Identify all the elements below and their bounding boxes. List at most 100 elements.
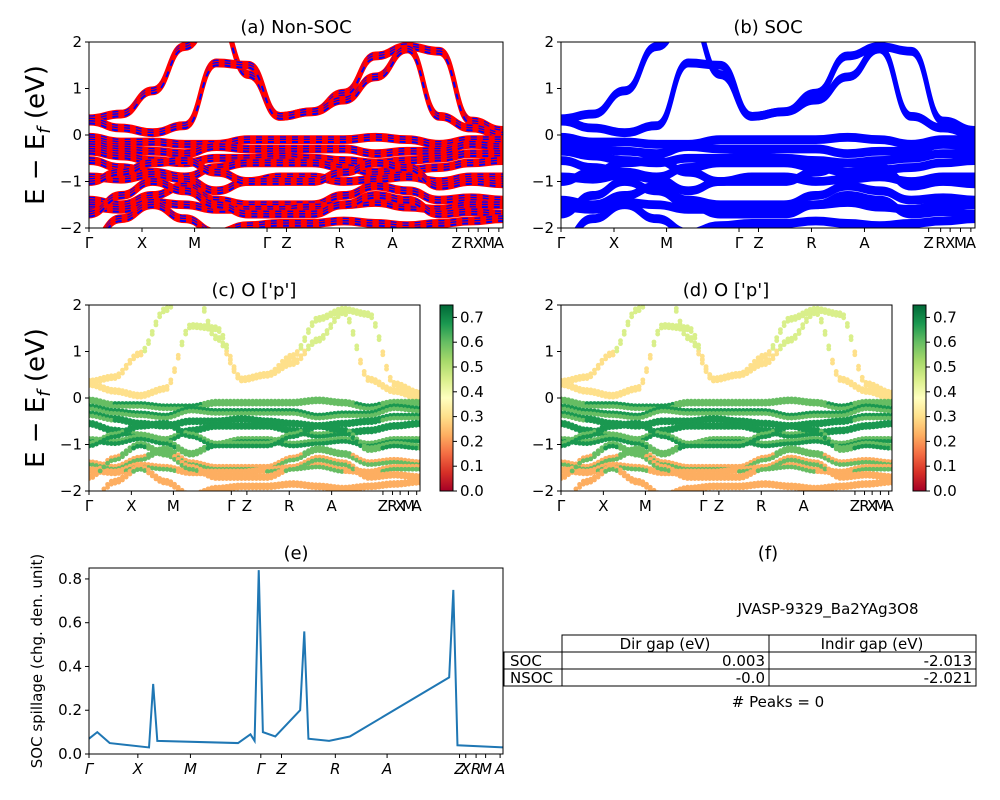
projection-point — [399, 415, 404, 421]
projection-point — [97, 385, 103, 391]
projection-point — [257, 425, 263, 430]
panel-c-ytick-label: 0 — [72, 389, 82, 407]
projection-point — [302, 413, 308, 418]
projection-point — [205, 402, 211, 408]
projection-point — [120, 477, 125, 483]
band-line-soc-dashed — [89, 185, 503, 206]
projection-point — [707, 411, 713, 416]
projection-point — [369, 378, 375, 384]
projection-point — [410, 466, 415, 472]
projection-point — [380, 417, 386, 423]
projection-point — [789, 464, 794, 470]
projection-point — [361, 405, 367, 411]
projection-point — [725, 411, 731, 416]
projection-point — [175, 487, 181, 491]
projection-point — [755, 442, 761, 448]
projection-point — [302, 423, 308, 429]
projection-point — [811, 311, 817, 317]
projection-point — [231, 401, 237, 407]
projection-point — [766, 422, 772, 428]
projection-point — [566, 499, 571, 504]
projection-point — [90, 423, 96, 428]
projection-point — [577, 417, 582, 422]
projection-point — [216, 411, 222, 416]
projection-point — [651, 470, 657, 476]
projection-point — [97, 468, 103, 474]
panel-a-xtick-label: Γ — [85, 234, 94, 252]
projection-point — [209, 327, 215, 332]
projection-point — [685, 336, 690, 342]
projection-point — [112, 376, 118, 381]
projection-point — [116, 440, 122, 446]
projection-point — [844, 428, 850, 434]
projection-point — [376, 484, 382, 490]
projection-point — [848, 446, 854, 452]
projection-point — [302, 462, 308, 468]
projection-point — [261, 476, 267, 481]
projection-point — [172, 426, 177, 431]
projection-point — [384, 444, 389, 450]
projection-point — [358, 486, 363, 491]
projection-point — [250, 485, 256, 491]
band-line-soc — [561, 146, 975, 163]
projection-point — [317, 338, 322, 344]
projection-point — [804, 311, 809, 317]
projection-point — [317, 457, 322, 463]
projection-point — [153, 423, 159, 429]
projection-point — [725, 401, 731, 407]
projection-point — [164, 308, 170, 314]
band-line-soc — [561, 132, 975, 144]
projection-point — [666, 325, 672, 331]
projection-point — [863, 383, 869, 388]
projection-point — [822, 403, 828, 408]
projection-point — [644, 413, 649, 419]
projection-point — [142, 456, 148, 462]
projection-point — [811, 487, 817, 491]
projection-point — [105, 435, 110, 441]
projection-point — [205, 326, 211, 332]
projection-point — [804, 460, 809, 466]
projection-point — [324, 433, 330, 439]
panel-e-xtick-label: A — [381, 760, 392, 778]
projection-point — [688, 338, 694, 343]
projection-point — [603, 394, 609, 399]
projection-point — [688, 443, 694, 449]
projection-point — [778, 484, 783, 490]
projection-point — [406, 466, 412, 472]
projection-point — [413, 445, 419, 451]
projection-point — [670, 469, 675, 475]
projection-point — [566, 472, 571, 478]
projection-point — [789, 415, 794, 421]
projection-point — [387, 460, 393, 465]
projection-point — [807, 487, 813, 491]
projection-point — [856, 387, 861, 393]
projection-point — [681, 402, 687, 407]
projection-point — [298, 401, 304, 406]
projection-point — [636, 308, 642, 314]
projection-point — [194, 325, 200, 331]
projection-point — [253, 476, 259, 481]
projection-point — [867, 415, 873, 421]
projection-point — [283, 411, 289, 416]
panel-a-xtick-label: Z — [451, 234, 461, 252]
projection-point — [852, 417, 858, 423]
projection-point — [395, 466, 401, 472]
projection-point — [610, 457, 616, 463]
projection-point — [181, 490, 183, 491]
projection-point — [235, 375, 241, 380]
projection-point — [335, 401, 341, 407]
band-line-soc — [561, 49, 975, 140]
projection-point — [733, 411, 739, 416]
projection-point — [380, 352, 386, 358]
projection-point — [380, 460, 386, 466]
projection-point — [187, 471, 192, 477]
projection-point — [246, 425, 252, 430]
projection-point — [328, 440, 334, 445]
projection-point — [146, 404, 151, 410]
projection-point — [250, 425, 256, 430]
projection-point — [157, 422, 163, 428]
projection-point — [134, 425, 140, 431]
projection-point — [707, 476, 713, 481]
projection-point — [153, 450, 159, 455]
projection-point — [659, 408, 664, 414]
